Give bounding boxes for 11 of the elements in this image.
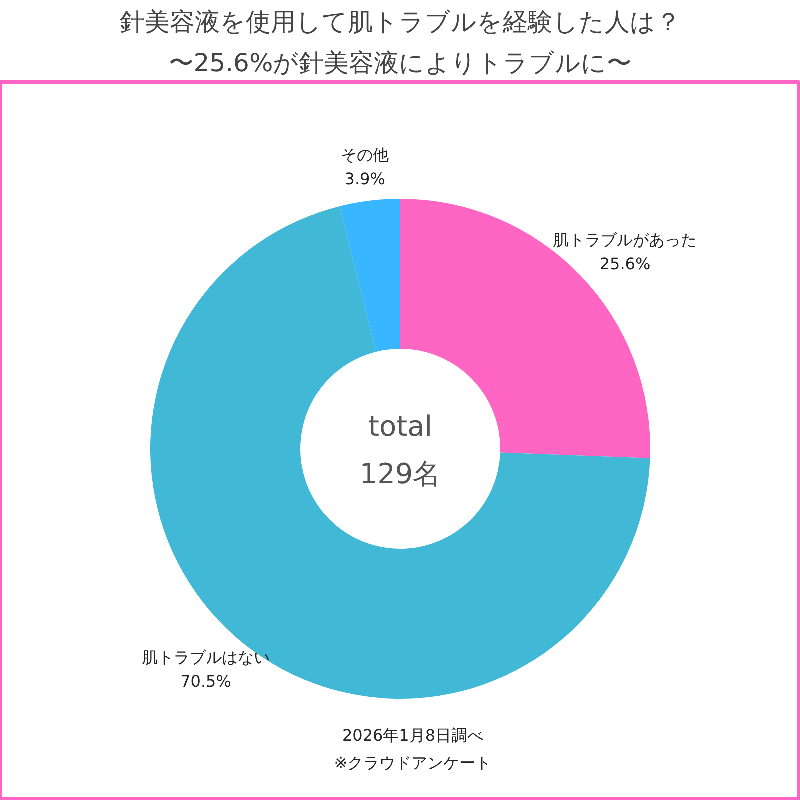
slice-label: その他 [341, 145, 390, 164]
chart-subtitle: 〜25.6%が針美容液によりトラブルに〜 [168, 48, 632, 78]
data-label: 3.9% [344, 169, 386, 188]
data-label: 70.5% [180, 672, 232, 692]
chart-title: 針美容液を使用して肌トラブルを経験した人は？ [120, 8, 681, 36]
text: 2026年1月8日調べ [342, 726, 484, 746]
data-label: 25.6% [600, 254, 651, 274]
text: total [368, 410, 433, 444]
slice-label: 肌トラブルがあった [553, 230, 698, 250]
text: ※クラウドアンケート [334, 754, 492, 773]
text: 129名 [360, 457, 442, 490]
